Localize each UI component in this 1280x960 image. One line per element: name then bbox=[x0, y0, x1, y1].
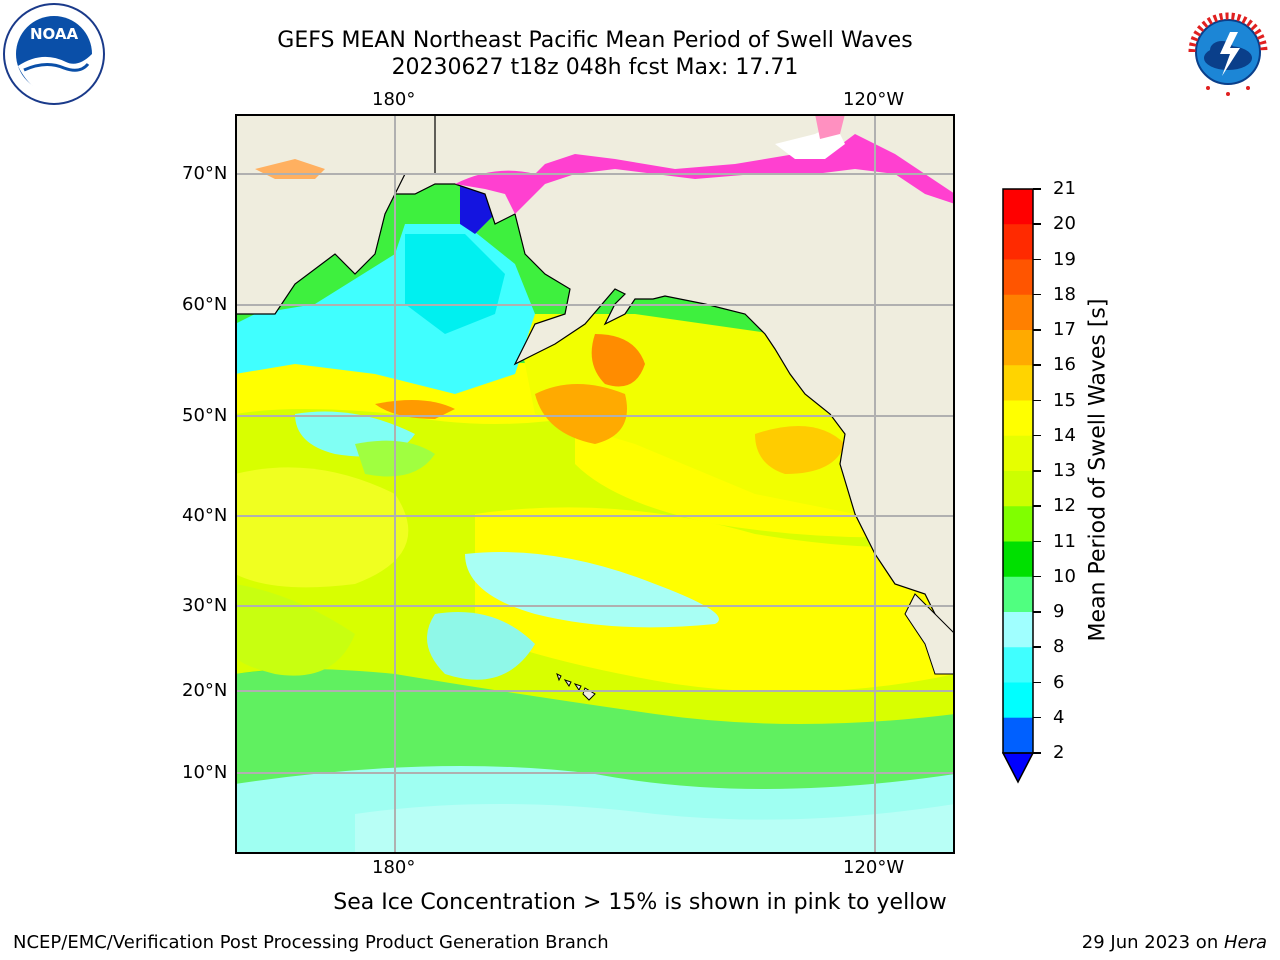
colorbar-tick-mark bbox=[1033, 188, 1041, 190]
colorbar-tick-mark bbox=[1033, 540, 1041, 542]
colorbar-tick-mark bbox=[1033, 681, 1041, 683]
colorbar-tick-mark bbox=[1033, 258, 1041, 260]
colorbar-segment bbox=[1003, 576, 1033, 613]
colorbar-segment bbox=[1003, 682, 1033, 719]
colorbar-segment bbox=[1003, 330, 1033, 366]
colorbar-tick-mark bbox=[1033, 752, 1041, 754]
colorbar-segment bbox=[1003, 259, 1033, 296]
colorbar-tick-mark bbox=[1033, 505, 1041, 507]
colorbar-segment bbox=[1003, 541, 1033, 578]
lon-label-top-180: 180° bbox=[372, 89, 416, 110]
noaa-logo-text: NOAA bbox=[30, 25, 79, 43]
colorbar bbox=[1001, 188, 1038, 784]
lon-label-top-120w: 120°W bbox=[843, 89, 905, 110]
colorbar-segment bbox=[1003, 471, 1033, 507]
colorbar-segment bbox=[1003, 435, 1033, 472]
colorbar-tick-mark bbox=[1033, 399, 1041, 401]
lat-label-30n: 30°N bbox=[182, 595, 228, 616]
colorbar-tick-mark bbox=[1033, 293, 1041, 296]
chart-title: GEFS MEAN Northeast Pacific Mean Period … bbox=[277, 28, 913, 53]
noaa-logo: NOAA bbox=[2, 2, 106, 106]
colorbar-segment bbox=[1003, 506, 1033, 542]
colorbar-tick-label: 18 bbox=[1053, 283, 1076, 305]
colorbar-segment bbox=[1003, 294, 1033, 331]
lat-label-60n: 60°N bbox=[182, 294, 228, 315]
colorbar-tick-mark bbox=[1033, 364, 1041, 366]
colorbar-tick-label: 16 bbox=[1053, 354, 1076, 376]
footer-right: 29 Jun 2023 on Hera bbox=[1082, 932, 1267, 953]
footer-date: 29 Jun 2023 on bbox=[1081, 932, 1224, 953]
colorbar-tick-mark bbox=[1033, 611, 1041, 613]
lon-label-bottom-120w: 120°W bbox=[843, 857, 905, 878]
lon-label-bottom-180: 180° bbox=[372, 857, 416, 878]
colorbar-tick-label: 20 bbox=[1053, 213, 1076, 235]
graticule bbox=[235, 114, 955, 854]
colorbar-tick-label: 2 bbox=[1053, 742, 1065, 763]
lat-label-40n: 40°N bbox=[182, 505, 228, 526]
footer-left: NCEP/EMC/Verification Post Processing Pr… bbox=[13, 932, 609, 953]
lat-label-10n: 10°N bbox=[182, 762, 228, 783]
colorbar-tick-mark bbox=[1033, 223, 1041, 225]
colorbar-tick-label: 13 bbox=[1053, 460, 1076, 481]
colorbar-tick-label: 9 bbox=[1053, 601, 1065, 622]
colorbar-segment bbox=[1003, 647, 1033, 683]
colorbar-tick-mark bbox=[1033, 716, 1041, 719]
map-canvas bbox=[235, 114, 955, 854]
colorbar-segment bbox=[1003, 365, 1033, 401]
colorbar-tick-mark bbox=[1033, 470, 1041, 472]
colorbar-tick-label: 11 bbox=[1053, 530, 1076, 552]
colorbar-extend-arrow bbox=[1001, 752, 1035, 784]
colorbar-tick-mark bbox=[1033, 646, 1041, 648]
colorbar-tick-label: 6 bbox=[1053, 671, 1065, 693]
colorbar-tick-label: 12 bbox=[1053, 495, 1076, 517]
colorbar-tick-label: 15 bbox=[1053, 389, 1076, 411]
colorbar-segment bbox=[1003, 400, 1033, 437]
colorbar-segment bbox=[1003, 224, 1033, 260]
colorbar-tick-label: 14 bbox=[1053, 424, 1076, 446]
nws-logo bbox=[1178, 2, 1278, 102]
map-panel bbox=[235, 114, 955, 854]
chart-subtitle: 20230627 t18z 048h fcst Max: 17.71 bbox=[391, 55, 799, 80]
colorbar-segment bbox=[1003, 717, 1033, 753]
colorbar-tick-label: 21 bbox=[1053, 178, 1076, 199]
sea-ice-caption: Sea Ice Concentration > 15% is shown in … bbox=[333, 890, 947, 915]
colorbar-tick-label: 4 bbox=[1053, 706, 1065, 728]
colorbar-segment bbox=[1003, 189, 1033, 225]
colorbar-tick-label: 10 bbox=[1053, 565, 1076, 587]
lat-label-20n: 20°N bbox=[182, 680, 228, 701]
colorbar-tick-mark bbox=[1033, 329, 1041, 331]
colorbar-tick-label: 19 bbox=[1053, 248, 1076, 270]
lat-label-50n: 50°N bbox=[182, 405, 228, 426]
colorbar-tick-label: 8 bbox=[1053, 636, 1065, 658]
footer-host: Hera bbox=[1223, 932, 1267, 953]
colorbar-segment bbox=[1003, 612, 1033, 648]
colorbar-tick-mark bbox=[1033, 575, 1041, 578]
colorbar-tick-label: 17 bbox=[1053, 319, 1076, 340]
colorbar-tick-mark bbox=[1033, 434, 1041, 437]
lat-label-70n: 70°N bbox=[182, 163, 228, 184]
